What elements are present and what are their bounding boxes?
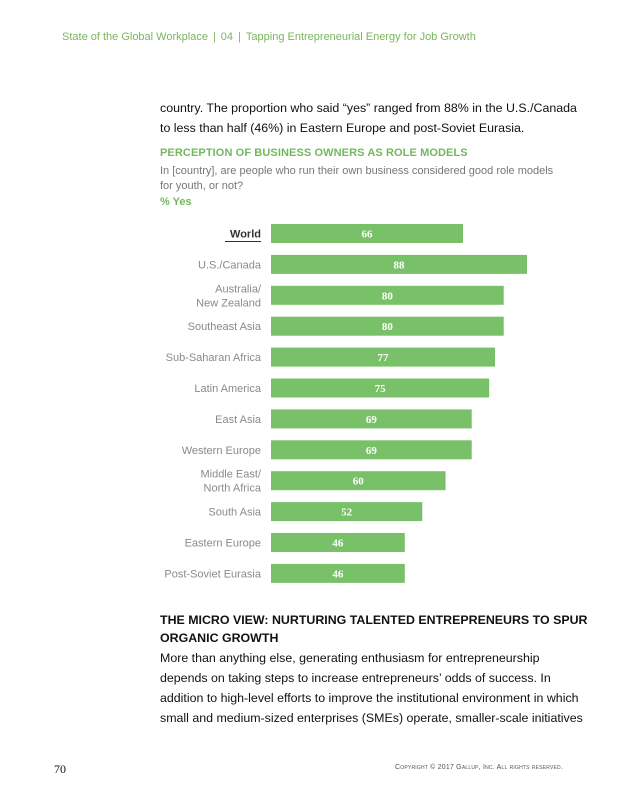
chart-title: PERCEPTION OF BUSINESS OWNERS AS ROLE MO…	[160, 147, 468, 159]
category-label: East Asia	[215, 414, 262, 426]
bar-value-label: 46	[332, 538, 344, 550]
bar-value-label: 80	[382, 321, 394, 333]
chapter-number: 04	[220, 31, 234, 43]
category-label: Southeast Asia	[188, 321, 262, 333]
header-separator: |	[238, 31, 241, 43]
bar	[271, 285, 504, 305]
section-body: More than anything else, generating enth…	[160, 651, 583, 725]
category-label: South Asia	[208, 507, 261, 519]
bar	[271, 533, 405, 552]
category-label: Sub-Saharan Africa	[166, 352, 262, 364]
section-heading: THE MICRO VIEW: NURTURING TALENTED ENTRE…	[160, 613, 588, 645]
copyright-notice: Copyright © 2017 Gallup, Inc. All rights…	[395, 764, 563, 771]
bar-value-label: 80	[382, 290, 394, 302]
bar	[271, 440, 472, 460]
publication-title: State of the Global Workplace	[62, 31, 208, 43]
category-label: Western Europe	[182, 445, 261, 457]
chart-unit-label: % Yes	[160, 196, 192, 208]
category-label: Australia/New Zealand	[196, 283, 262, 309]
bar-value-label: 88	[394, 259, 406, 271]
bar	[271, 471, 446, 491]
intro-paragraph: country. The proportion who said “yes” r…	[160, 101, 577, 135]
bar	[271, 378, 490, 398]
chart-question: In [country], are people who run their o…	[160, 165, 554, 192]
bar-value-label: 77	[378, 352, 390, 364]
bar-value-label: 66	[362, 229, 374, 241]
category-label: Latin America	[194, 383, 262, 395]
bar-value-label: 46	[332, 568, 344, 580]
page-number: 70	[54, 762, 66, 776]
bar	[271, 502, 423, 522]
category-label: Post-Soviet Eurasia	[164, 568, 261, 580]
bar-value-label: 69	[366, 414, 378, 426]
bar	[271, 224, 463, 243]
bar	[271, 563, 405, 583]
category-label: World	[230, 229, 261, 241]
bar-value-label: 69	[366, 445, 378, 457]
bar	[271, 316, 504, 336]
bar	[271, 347, 495, 367]
bar-value-label: 52	[341, 507, 353, 519]
category-label: Eastern Europe	[185, 538, 261, 550]
bar-value-label: 75	[375, 383, 387, 395]
category-label: U.S./Canada	[198, 259, 262, 271]
bar-value-label: 60	[353, 476, 365, 488]
chapter-title: Tapping Entrepreneurial Energy for Job G…	[245, 31, 476, 43]
bar	[271, 409, 472, 429]
bar	[271, 254, 527, 274]
header-separator: |	[212, 31, 216, 43]
category-label: Middle East/North Africa	[200, 469, 261, 495]
running-header: State of the Global Workplace | 04 | Tapping…	[62, 31, 476, 43]
